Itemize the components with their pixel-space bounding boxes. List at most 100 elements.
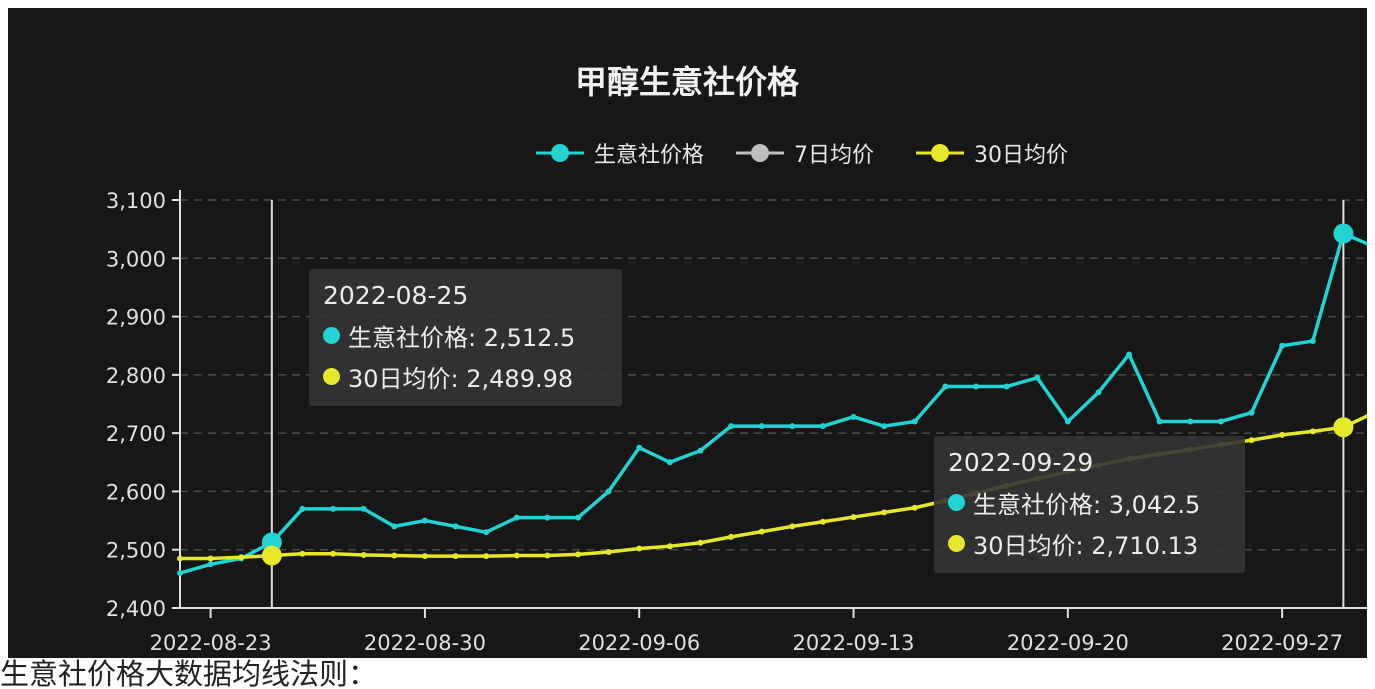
tooltip-aug-25: 2022-08-25 生意社价格: 2,512.5 30日均价: 2,489.9… bbox=[309, 269, 622, 406]
tooltip-row-price: 生意社价格: 3,042.5 bbox=[948, 485, 1231, 520]
data-point bbox=[1217, 418, 1224, 425]
data-point bbox=[1309, 338, 1316, 345]
price-dot-icon bbox=[323, 327, 340, 344]
data-point bbox=[605, 549, 612, 556]
legend-label: 30日均价 bbox=[974, 143, 1068, 168]
data-point bbox=[513, 514, 520, 521]
data-point bbox=[544, 552, 551, 559]
data-point bbox=[881, 509, 888, 516]
ma30-dot-icon bbox=[948, 535, 965, 552]
data-point bbox=[605, 488, 612, 495]
tooltip-ma30-value: 30日均价: 2,489.98 bbox=[348, 365, 574, 393]
x-tick-label: 2022-08-30 bbox=[364, 631, 486, 655]
data-point bbox=[299, 505, 306, 512]
y-tick-label: 2,500 bbox=[106, 539, 166, 563]
x-tick-label: 2022-09-13 bbox=[793, 631, 915, 655]
chart-title: 甲醇生意社价格 bbox=[575, 63, 800, 101]
legend-marker bbox=[931, 144, 949, 162]
data-point bbox=[911, 504, 918, 511]
data-point bbox=[299, 550, 306, 557]
data-point bbox=[483, 553, 490, 560]
data-point bbox=[452, 553, 459, 560]
data-point bbox=[636, 545, 643, 552]
data-point bbox=[360, 505, 367, 512]
data-point bbox=[850, 514, 857, 521]
data-point bbox=[1279, 431, 1286, 438]
data-point bbox=[636, 444, 643, 451]
highlight-point bbox=[261, 545, 282, 566]
data-point bbox=[1309, 428, 1316, 435]
data-point bbox=[697, 447, 704, 454]
y-tick-label: 2,700 bbox=[106, 422, 166, 446]
data-point bbox=[881, 423, 888, 430]
data-point bbox=[1156, 418, 1163, 425]
y-tick-label: 2,600 bbox=[106, 480, 166, 504]
data-point bbox=[575, 514, 581, 521]
data-point bbox=[483, 529, 490, 536]
data-point bbox=[1248, 437, 1255, 444]
data-point bbox=[697, 539, 704, 546]
chart-panel: 甲醇生意社价格生意社价格 7日均价 30日均价 2,400 2,500 2,600 2,70… bbox=[8, 8, 1367, 658]
data-point bbox=[758, 528, 765, 535]
data-point bbox=[666, 543, 673, 550]
y-tick-label: 3,000 bbox=[106, 247, 166, 271]
tooltip-date: 2022-08-25 bbox=[323, 281, 469, 310]
data-point bbox=[1126, 351, 1133, 358]
data-point bbox=[789, 423, 796, 430]
data-point bbox=[452, 523, 459, 530]
data-point bbox=[1064, 418, 1071, 425]
data-point bbox=[728, 533, 735, 540]
data-point bbox=[1279, 342, 1286, 349]
tooltip-sep-29: 2022-09-29 生意社价格: 3,042.5 30日均价: 2,710.1… bbox=[934, 436, 1245, 573]
data-point bbox=[575, 551, 581, 558]
tooltip-row-ma30: 30日均价: 2,710.13 bbox=[948, 526, 1231, 561]
data-point bbox=[1187, 418, 1194, 425]
x-tick-label: 2022-09-27 bbox=[1221, 631, 1343, 655]
series-line bbox=[179, 231, 1367, 575]
data-point bbox=[238, 554, 245, 561]
data-point bbox=[1095, 389, 1102, 396]
data-point bbox=[1003, 383, 1010, 390]
x-tick-label: 2022-08-23 bbox=[150, 631, 272, 655]
tooltip-price-value: 生意社价格: 3,042.5 bbox=[973, 491, 1201, 519]
tooltip-ma30-value: 30日均价: 2,710.13 bbox=[973, 532, 1199, 560]
data-point bbox=[330, 550, 337, 557]
legend-marker bbox=[551, 144, 569, 162]
data-point bbox=[728, 423, 735, 430]
y-tick-label: 2,800 bbox=[106, 364, 166, 388]
y-tick-label: 2,400 bbox=[106, 597, 166, 621]
data-point bbox=[513, 552, 520, 559]
legend-marker bbox=[751, 144, 769, 162]
data-point bbox=[789, 523, 796, 530]
data-point bbox=[391, 523, 398, 530]
price-dot-icon bbox=[948, 494, 965, 511]
data-point bbox=[207, 555, 214, 562]
data-point bbox=[177, 570, 183, 577]
y-tick-label: 2,900 bbox=[106, 306, 166, 330]
highlight-point bbox=[1333, 417, 1354, 438]
data-point bbox=[544, 514, 551, 521]
highlight-point bbox=[1333, 223, 1354, 244]
data-point bbox=[911, 418, 918, 425]
legend-label: 生意社价格 bbox=[594, 143, 704, 168]
x-tick-label: 2022-09-06 bbox=[578, 631, 700, 655]
data-point bbox=[758, 423, 765, 430]
tooltip-price-value: 生意社价格: 2,512.5 bbox=[348, 324, 576, 352]
article-caption: 生意社价格大数据均线法则： bbox=[0, 657, 378, 689]
data-point bbox=[421, 517, 428, 524]
legend-label: 7日均价 bbox=[794, 143, 874, 168]
tooltip-row-price: 生意社价格: 2,512.5 bbox=[323, 318, 608, 353]
ma30-dot-icon bbox=[323, 368, 340, 385]
tooltip-date: 2022-09-29 bbox=[948, 448, 1094, 477]
data-point bbox=[819, 518, 826, 525]
data-point bbox=[1248, 409, 1255, 416]
data-point bbox=[391, 552, 398, 559]
data-point bbox=[942, 383, 949, 390]
tooltip-row-ma30: 30日均价: 2,489.98 bbox=[323, 359, 608, 394]
data-point bbox=[330, 505, 337, 512]
x-tick-label: 2022-09-20 bbox=[1007, 631, 1129, 655]
y-tick-label: 3,100 bbox=[106, 189, 166, 213]
data-point bbox=[421, 553, 428, 560]
data-point bbox=[207, 561, 214, 568]
